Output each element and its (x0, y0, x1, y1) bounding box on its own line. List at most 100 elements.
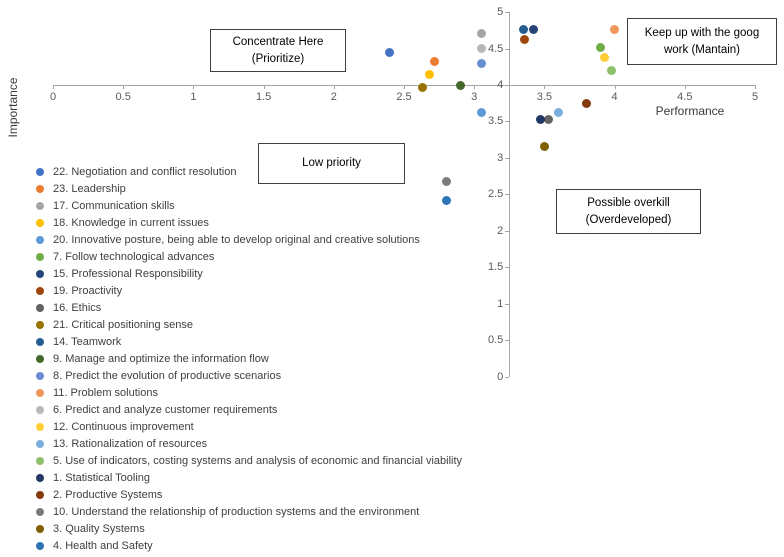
legend-item: 2. Productive Systems (36, 486, 462, 503)
x-axis-tick (193, 85, 195, 89)
legend-label: 1. Statistical Tooling (53, 471, 151, 484)
scatter-point (607, 65, 617, 75)
quadrant-label-low-priority: Low priority (258, 143, 405, 184)
legend-marker-icon (36, 218, 44, 227)
legend-marker-icon (36, 405, 44, 414)
legend-marker-icon (36, 201, 44, 210)
legend-marker-icon (36, 371, 44, 380)
scatter-point (476, 29, 486, 39)
x-axis-tick-label: 4 (611, 91, 618, 103)
x-axis-tick-label: 1 (190, 91, 197, 103)
legend-item: 10. Understand the relationship of produ… (36, 503, 462, 520)
legend-item: 17. Communication skills (36, 197, 462, 214)
quadrant-label-line: Keep up with the goog (644, 26, 760, 39)
y-axis-tick (505, 121, 510, 123)
legend-item: 18. Knowledge in current issues (36, 214, 462, 231)
y-axis-tick-label: 3.5 (488, 115, 504, 128)
y-axis-tick (505, 376, 510, 378)
y-axis-tick-label: 1 (497, 297, 504, 310)
legend-item: 5. Use of indicators, costing systems an… (36, 452, 462, 469)
scatter-point (596, 42, 606, 52)
x-axis-tick-label: 0.5 (115, 91, 131, 103)
y-axis-tick-label: 0 (497, 370, 504, 383)
quadrant-label-line: (Overdeveloped) (585, 213, 672, 226)
legend-label: 13. Rationalization of resources (53, 437, 208, 450)
legend-label: 4. Health and Safety (53, 539, 153, 552)
x-axis-tick-label: 2 (330, 91, 337, 103)
y-axis-line (508, 12, 510, 377)
legend-item: 20. Innovative posture, being able to de… (36, 231, 462, 248)
x-axis-tick (614, 85, 616, 89)
y-axis-tick-label: 4 (497, 79, 504, 91)
scatter-point (610, 25, 620, 35)
legend-marker-icon (36, 388, 44, 397)
legend-label: 23. Leadership (53, 182, 126, 195)
x-axis-tick-label: 1.5 (255, 91, 272, 103)
legend-label: 15. Professional Responsibility (53, 267, 203, 280)
legend-marker-icon (36, 184, 44, 193)
scatter-point (441, 177, 451, 187)
legend-marker-icon (36, 252, 44, 261)
legend-item: 23. Leadership (36, 180, 462, 197)
legend-label: 12. Continuous improvement (53, 420, 194, 433)
scatter-point (582, 99, 592, 109)
legend-marker-icon (36, 507, 44, 516)
legend-item: 13. Rationalization of resources (36, 435, 462, 452)
legend-label: 5. Use of indicators, costing systems an… (53, 454, 463, 467)
quadrant-label-line: work (Mantain) (663, 43, 741, 56)
legend-marker-icon (36, 286, 44, 295)
legend-label: 14. Teamwork (53, 335, 122, 348)
x-axis-tick-label: 5 (751, 91, 759, 103)
legend-marker-icon (36, 473, 44, 482)
y-axis-title: Importance (6, 77, 20, 138)
y-axis-tick (505, 230, 510, 232)
legend-label: 20. Innovative posture, being able to de… (53, 233, 420, 246)
legend-item: 12. Continuous improvement (36, 418, 462, 435)
x-axis-tick (684, 85, 686, 89)
scatter-point (535, 114, 545, 124)
x-axis-tick (755, 85, 756, 89)
legend-item: 15. Professional Responsibility (36, 265, 462, 282)
legend-marker-icon (36, 337, 44, 346)
legend-label: 17. Communication skills (53, 199, 175, 212)
x-axis-tick (53, 85, 54, 89)
x-axis-title: Performance (655, 104, 725, 118)
legend-marker-icon (36, 456, 44, 465)
legend-item: 3. Quality Systems (36, 520, 462, 537)
scatter-point (544, 114, 554, 124)
scatter-point (476, 44, 486, 54)
scatter-point (441, 195, 451, 205)
y-axis-tick (505, 85, 510, 86)
legend-marker-icon (36, 235, 44, 244)
legend-label: 11. Problem solutions (53, 386, 158, 399)
y-axis-tick (505, 340, 510, 342)
x-axis-tick (333, 85, 335, 89)
legend-marker-icon (36, 524, 44, 533)
y-axis-tick (505, 12, 510, 14)
legend-item: 21. Critical positioning sense (36, 316, 462, 333)
scatter-point (520, 34, 530, 44)
legend-marker-icon (36, 167, 44, 176)
legend-marker-icon (36, 490, 44, 499)
legend-label: 7. Follow technological advances (53, 250, 215, 263)
legend-marker-icon (36, 269, 44, 278)
legend-item: 14. Teamwork (36, 333, 462, 350)
scatter-point (518, 25, 528, 35)
scatter-point (385, 47, 395, 57)
x-axis-tick (123, 85, 125, 89)
quadrant-label-line: (Prioritize) (251, 52, 305, 65)
legend-marker-icon (36, 303, 44, 312)
y-axis-tick-label: 4.5 (488, 42, 504, 55)
y-axis-tick-label: 1.5 (488, 261, 504, 274)
legend-label: 21. Critical positioning sense (53, 318, 194, 331)
x-axis-tick-label: 3 (471, 91, 478, 103)
y-axis-tick (505, 194, 510, 196)
x-axis-tick-label: 4.5 (677, 91, 693, 103)
x-axis-tick-label: 2.5 (396, 91, 412, 103)
x-axis-tick (404, 85, 405, 89)
legend-item: 1. Statistical Tooling (36, 469, 462, 486)
scatter-point (528, 25, 538, 35)
legend-marker-icon (36, 422, 44, 431)
legend-item: 22. Negotiation and conflict resolution (36, 163, 462, 180)
